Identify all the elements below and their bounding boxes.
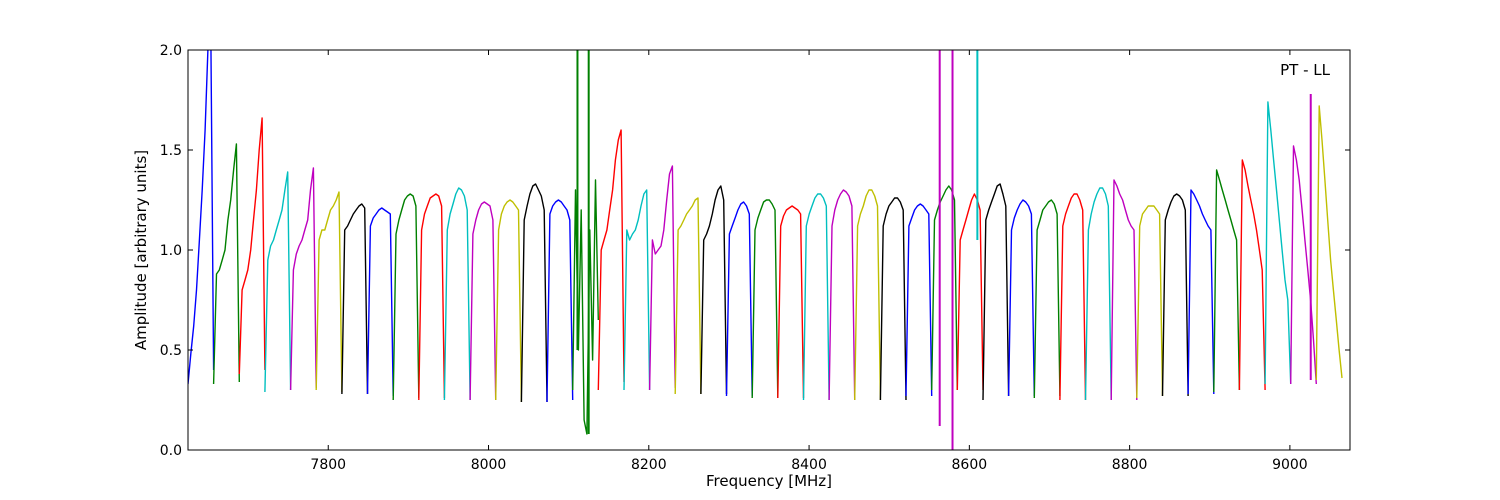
- spectrum-band-26: [828, 189, 856, 401]
- spectrum-band-7: [341, 203, 369, 395]
- spectrum-band-8: [366, 207, 394, 397]
- y-tick-label: 0.5: [160, 343, 182, 359]
- spectrum-band-34: [1033, 199, 1061, 399]
- x-axis-label: Frequency [MHz]: [706, 472, 832, 490]
- spectrum-band-29: [905, 203, 933, 397]
- series-layer: [188, 50, 1343, 450]
- spectrum-band-24: [777, 205, 805, 399]
- spectrum-band-38: [1136, 205, 1164, 399]
- spectrum-band-18: [623, 189, 651, 391]
- spectrum-band-45: [1315, 105, 1343, 381]
- y-tick-label: 1.0: [160, 243, 182, 259]
- y-tick-label: 0.0: [160, 443, 182, 459]
- spectrum-band-31: [956, 193, 984, 391]
- spectrum-band-5: [289, 167, 317, 391]
- y-tick-label: 1.5: [160, 143, 182, 159]
- spectrum-band-13: [495, 199, 523, 403]
- spectrum-band-43: [1264, 101, 1292, 385]
- ticks-layer: 7800 8000 8200 8400 8600 8800 9000 0.0 0.5 1.0 1.5…: [160, 43, 1350, 473]
- spectrum-band-23: [751, 199, 779, 399]
- spectrum-band-27: [854, 189, 882, 401]
- x-tick-label: 8600: [952, 457, 988, 473]
- spectrum-band-14: [520, 183, 548, 403]
- x-tick-label: 8400: [791, 457, 827, 473]
- spectrum-band-2: [212, 143, 240, 385]
- baseline-annotation: PT - LL: [1280, 61, 1331, 79]
- spectrum-band-20: [674, 197, 702, 395]
- spectrum-band-28: [879, 197, 907, 401]
- spectrum-band-42: [1238, 159, 1266, 391]
- spectrum-band-33: [1007, 199, 1035, 397]
- x-tick-label: 7800: [310, 457, 346, 473]
- spectrum-band-12: [469, 201, 497, 401]
- x-tick-label: 8200: [631, 457, 667, 473]
- spectrum-band-36: [1084, 187, 1112, 401]
- spectrum-band-17: [597, 129, 625, 391]
- spectrum-band-25: [802, 193, 830, 401]
- spectrum-band-1: [188, 50, 215, 385]
- spectrum-band-9: [392, 193, 420, 401]
- spectrum-band-44: [1289, 145, 1317, 385]
- spectrum-band-3: [238, 117, 266, 375]
- spectrum-band-35: [1059, 193, 1087, 401]
- spectrum-band-21: [700, 185, 728, 395]
- spectrum-band-15: [546, 199, 574, 403]
- spectrum-band-41: [1213, 169, 1241, 393]
- spectrum-band-32: [982, 183, 1010, 401]
- x-tick-label: 8800: [1112, 457, 1148, 473]
- spectrum-band-40: [1187, 189, 1215, 395]
- spectrum-band-19: [648, 165, 676, 391]
- x-tick-label: 9000: [1272, 457, 1308, 473]
- spectrum-band-37: [1110, 179, 1138, 401]
- x-tick-label: 8000: [471, 457, 507, 473]
- spectrum-band-39: [1161, 193, 1189, 397]
- y-tick-label: 2.0: [160, 43, 182, 59]
- spectrum-band-4: [264, 171, 292, 393]
- spectrum-band-6: [315, 191, 343, 393]
- spectrum-band-22: [725, 201, 753, 397]
- spectrum-band-10: [418, 193, 446, 401]
- spectrum-band-11: [443, 187, 471, 401]
- y-axis-label: Amplitude [arbitrary units]: [132, 150, 150, 350]
